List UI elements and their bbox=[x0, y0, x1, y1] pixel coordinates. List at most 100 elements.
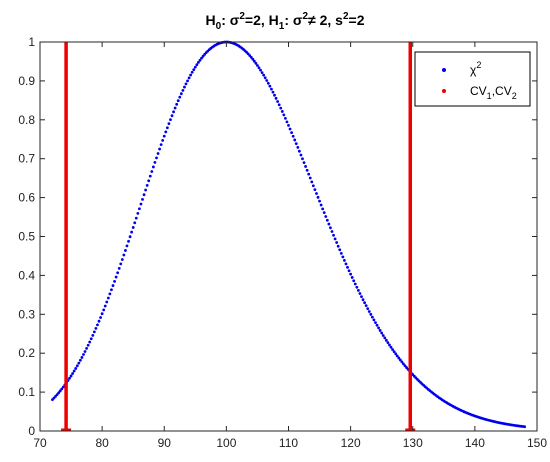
chi-point-133 bbox=[257, 66, 261, 70]
series-chi-square bbox=[51, 40, 526, 429]
x-tick-label-100: 100 bbox=[216, 436, 236, 450]
y-tick-label-0.9: 0.9 bbox=[18, 74, 35, 88]
chi-point-218 bbox=[389, 345, 393, 349]
chi-point-30 bbox=[97, 319, 101, 323]
y-tick-label-0.6: 0.6 bbox=[18, 191, 35, 205]
chi-point-74 bbox=[165, 126, 169, 130]
chi-point-136 bbox=[262, 73, 266, 77]
legend-marker-chi-square bbox=[442, 68, 446, 72]
title-sup3: 2 bbox=[343, 11, 349, 22]
chi-point-157 bbox=[294, 142, 298, 146]
chi-point-75 bbox=[167, 122, 171, 126]
chi-point-184 bbox=[336, 244, 340, 248]
chi-point-87 bbox=[186, 79, 189, 83]
chi-point-53 bbox=[133, 221, 137, 225]
chi-point-174 bbox=[321, 207, 325, 211]
title-h1-rest: : σ bbox=[284, 12, 303, 28]
chi-point-145 bbox=[276, 100, 280, 103]
chi-point-135 bbox=[260, 71, 264, 75]
chi-point-32 bbox=[100, 312, 104, 316]
chi-point-221 bbox=[394, 352, 398, 356]
title-h1-sub: 1 bbox=[279, 21, 285, 32]
chi-point-62 bbox=[147, 179, 151, 183]
chi-point-190 bbox=[346, 265, 349, 269]
chi-point-92 bbox=[193, 65, 197, 69]
chi-point-96 bbox=[200, 56, 203, 60]
chi-point-21 bbox=[83, 350, 87, 353]
chi-point-165 bbox=[307, 172, 311, 176]
chi-point-28 bbox=[94, 327, 98, 330]
chi-point-224 bbox=[398, 358, 402, 362]
chi-point-72 bbox=[162, 134, 166, 138]
y-tick-label-0: 0 bbox=[28, 424, 35, 438]
chi-point-227 bbox=[403, 364, 407, 368]
chi-point-68 bbox=[156, 152, 160, 155]
chi-point-76 bbox=[169, 118, 172, 122]
chi-point-82 bbox=[178, 95, 182, 99]
plot-area bbox=[40, 42, 537, 431]
chi-point-151 bbox=[285, 120, 289, 124]
legend-chi-sup: 2 bbox=[476, 60, 481, 70]
legend-chi-main: χ bbox=[470, 63, 477, 77]
legend: χ2 CV1,CV2 bbox=[414, 51, 531, 107]
chi-point-6 bbox=[60, 387, 64, 391]
chi-point-61 bbox=[145, 183, 149, 187]
chi-point-131 bbox=[254, 61, 258, 65]
chi-point-208 bbox=[374, 321, 377, 324]
legend-cv-sub2: 2 bbox=[512, 91, 517, 101]
chi-point-55 bbox=[136, 212, 140, 215]
chart-title: H0: σ2=2, H1: σ2≠ 2, s2=2 bbox=[206, 11, 365, 32]
chi-point-29 bbox=[96, 323, 99, 327]
title-sup1: 2 bbox=[239, 11, 245, 22]
chi-point-33 bbox=[102, 308, 106, 312]
chi-point-195 bbox=[353, 282, 357, 286]
chi-point-204 bbox=[367, 310, 371, 313]
axes: 70 80 90 100 110 120 130 140 150 0 0.1 0.2 0.3 0.4 0.5… bbox=[18, 35, 547, 450]
chi-point-132 bbox=[256, 64, 259, 67]
chi-point-37 bbox=[108, 292, 112, 296]
chi-point-31 bbox=[99, 316, 102, 319]
x-tick-label-70: 70 bbox=[33, 436, 47, 450]
chi-point-36 bbox=[106, 296, 110, 300]
title-eq3: =2 bbox=[349, 12, 365, 28]
chi-point-154 bbox=[290, 131, 294, 135]
chi-point-88 bbox=[187, 76, 191, 80]
chi-point-80 bbox=[175, 102, 179, 106]
chi-point-207 bbox=[372, 318, 376, 322]
y-tick-label-0.4: 0.4 bbox=[18, 268, 35, 282]
y-tick-label-0.8: 0.8 bbox=[18, 113, 35, 127]
chi-point-304 bbox=[523, 425, 526, 429]
chi-point-222 bbox=[395, 354, 399, 358]
chi-point-187 bbox=[341, 255, 345, 259]
chi-point-148 bbox=[280, 110, 284, 113]
chi-point-146 bbox=[277, 103, 281, 107]
chi-point-176 bbox=[324, 215, 328, 218]
chi-point-169 bbox=[313, 188, 317, 192]
chi-point-170 bbox=[315, 192, 318, 195]
title-h0: H bbox=[206, 12, 216, 28]
chi-point-58 bbox=[141, 197, 144, 201]
chi-point-40 bbox=[113, 279, 116, 283]
chi-point-191 bbox=[347, 269, 351, 273]
chi-point-77 bbox=[170, 114, 174, 118]
y-tick-label-1: 1 bbox=[28, 35, 35, 49]
chi-point-90 bbox=[190, 70, 194, 74]
chi-point-59 bbox=[142, 193, 146, 197]
chi-point-206 bbox=[370, 315, 374, 319]
chi-point-97 bbox=[201, 54, 205, 58]
legend-cv-sub1: 1 bbox=[487, 91, 492, 101]
x-tick-label-130: 130 bbox=[403, 436, 423, 450]
title-h1: H bbox=[269, 12, 279, 28]
chi-point-147 bbox=[279, 106, 283, 110]
chi-point-5 bbox=[58, 389, 62, 393]
chi-point-91 bbox=[192, 68, 196, 72]
chi-point-166 bbox=[308, 176, 312, 180]
chi-point-205 bbox=[369, 312, 373, 316]
chi-point-161 bbox=[301, 157, 304, 161]
chi-point-226 bbox=[402, 362, 405, 366]
chi-point-51 bbox=[130, 230, 134, 234]
chi-point-152 bbox=[287, 123, 290, 127]
x-tick-label-80: 80 bbox=[95, 436, 109, 450]
chi-point-193 bbox=[350, 276, 354, 279]
chi-point-65 bbox=[151, 165, 155, 169]
